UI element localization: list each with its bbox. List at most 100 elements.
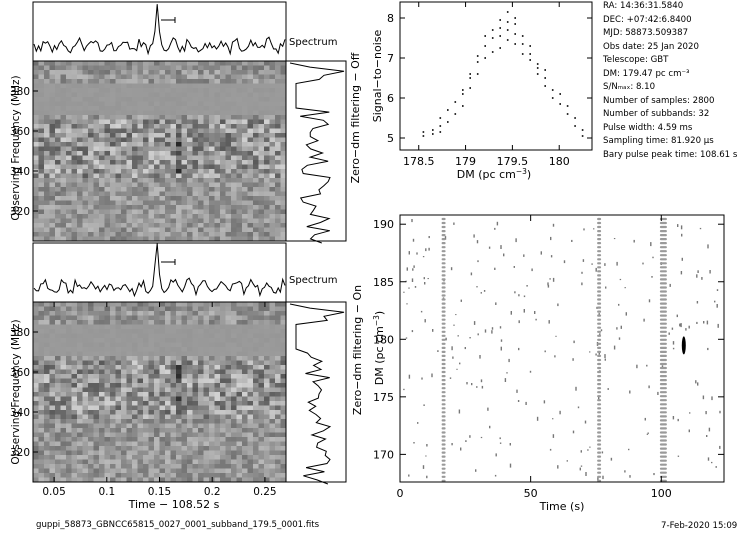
- rfi-streak-point: [441, 455, 446, 458]
- pixel: [181, 142, 188, 147]
- pixel: [269, 133, 276, 138]
- dm-axis-label-rot: DM (pc cm−3): [372, 311, 386, 385]
- pixel: [170, 110, 177, 116]
- pixel: [132, 374, 138, 379]
- pixel: [115, 306, 122, 312]
- pixel: [93, 92, 100, 98]
- pixel: [165, 383, 171, 388]
- pixel: [247, 61, 254, 66]
- pixel: [110, 133, 116, 138]
- pixel: [209, 392, 215, 397]
- pixel: [82, 187, 89, 192]
- pixel: [220, 119, 226, 125]
- pixel: [198, 106, 204, 111]
- pixel: [82, 110, 89, 116]
- pixel: [49, 374, 56, 379]
- pixel: [242, 455, 248, 460]
- pixel: [132, 79, 138, 84]
- pixel: [275, 137, 281, 143]
- pixel: [132, 437, 138, 442]
- pixel: [148, 74, 155, 80]
- pixel: [93, 142, 100, 147]
- pixel: [77, 338, 83, 343]
- dm-time-point: [403, 291, 405, 293]
- pixel: [154, 74, 160, 80]
- pixel: [198, 320, 204, 325]
- pixel: [154, 423, 160, 429]
- pixel: [55, 110, 61, 116]
- pixel: [187, 160, 193, 165]
- pixel: [258, 146, 265, 152]
- pixel: [231, 473, 237, 478]
- pixel: [126, 83, 133, 89]
- pixel: [214, 232, 221, 237]
- pixel: [264, 320, 270, 325]
- pixel: [214, 97, 221, 102]
- pixel: [44, 74, 50, 80]
- pixel: [44, 227, 50, 233]
- pixel: [176, 477, 182, 483]
- pixel: [214, 200, 221, 206]
- pixel: [176, 101, 182, 107]
- pixel: [159, 205, 166, 210]
- pixel: [192, 74, 199, 80]
- rfi-streak-point: [441, 322, 446, 325]
- pixel: [187, 182, 193, 188]
- pixel: [181, 146, 188, 152]
- rfi-streak-point: [659, 467, 667, 470]
- pixel: [192, 200, 199, 206]
- pixel: [231, 392, 237, 397]
- pixel: [220, 347, 226, 352]
- pixel: [220, 383, 226, 388]
- dm-time-point: [573, 340, 575, 344]
- pixel: [159, 70, 166, 75]
- pixel: [203, 227, 210, 233]
- pixel: [242, 151, 248, 156]
- dm-time-point: [589, 446, 591, 448]
- pixel: [203, 396, 210, 402]
- pixel: [247, 378, 254, 384]
- pixel: [231, 315, 237, 321]
- pixel: [44, 432, 50, 438]
- pixel: [88, 320, 94, 325]
- dm-time-point: [677, 418, 679, 422]
- pixel: [154, 128, 160, 134]
- pixel: [44, 205, 50, 210]
- spectrum-frame-bottom: [285, 301, 347, 483]
- pixel: [170, 450, 177, 456]
- rfi-streak-point: [597, 326, 602, 329]
- rfi-streak-point: [597, 350, 602, 353]
- pixel: [66, 360, 72, 366]
- pixel: [137, 428, 144, 433]
- pixel: [132, 119, 138, 125]
- rfi-streak-point: [597, 258, 602, 261]
- dm-time-point: [620, 325, 622, 329]
- pixel: [231, 405, 237, 411]
- pixel: [165, 320, 171, 325]
- pixel: [231, 329, 237, 334]
- pixel: [77, 119, 83, 125]
- pixel: [77, 232, 83, 237]
- pixel: [187, 383, 193, 388]
- pixel: [154, 119, 160, 125]
- pixel: [60, 106, 67, 111]
- pixel: [44, 428, 50, 433]
- pixel: [269, 191, 276, 197]
- pixel: [242, 311, 248, 316]
- pixel: [209, 214, 215, 219]
- pixel: [269, 155, 276, 161]
- pixel: [220, 473, 226, 478]
- pixel: [99, 101, 105, 107]
- pixel: [126, 401, 133, 406]
- pixel: [209, 187, 215, 192]
- pixel: [66, 218, 72, 224]
- snr-point: [462, 105, 464, 107]
- pixel: [55, 101, 61, 107]
- pixel: [104, 196, 111, 201]
- dm-time-point: [466, 382, 468, 385]
- pixel: [93, 70, 100, 75]
- pixel: [242, 205, 248, 210]
- rfi-streak-point: [659, 407, 667, 410]
- pixel: [55, 428, 61, 433]
- dm-time-point: [552, 434, 555, 438]
